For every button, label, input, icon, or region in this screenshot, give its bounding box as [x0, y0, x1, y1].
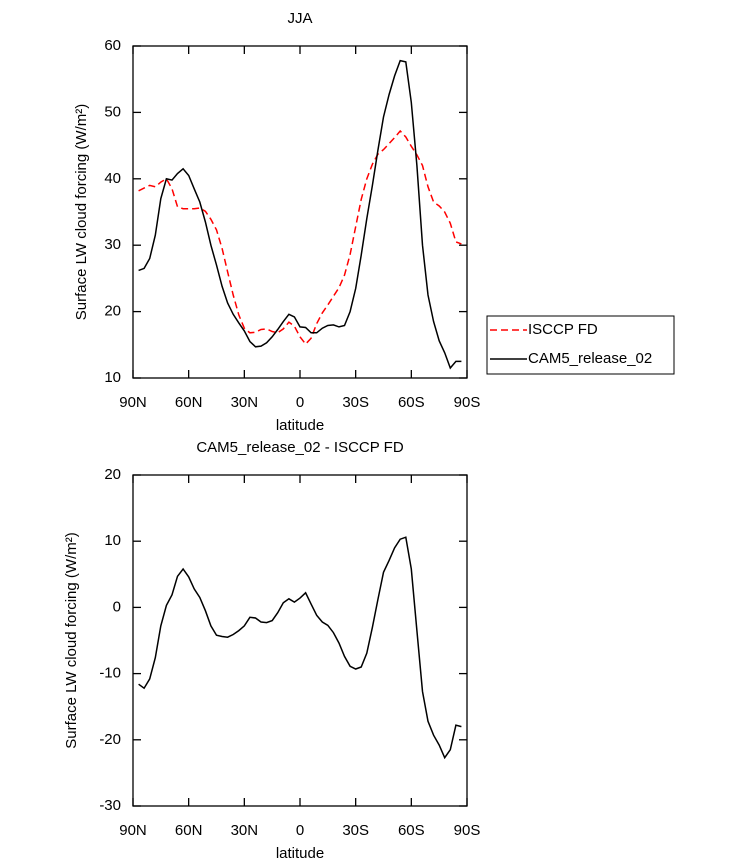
y-tick-label: 10	[104, 369, 121, 386]
data-line	[138, 129, 462, 346]
chart-title: JJA	[287, 10, 312, 27]
y-tick-label: 20	[104, 303, 121, 320]
x-axis-label: latitude	[276, 845, 324, 862]
x-tick-label: 60S	[398, 822, 425, 839]
x-tick-label: 90S	[454, 822, 481, 839]
y-tick-label: -20	[99, 731, 121, 748]
x-tick-label: 90N	[119, 822, 147, 839]
data-line	[138, 536, 462, 760]
plot-frame	[132, 474, 468, 807]
y-tick-label: 40	[104, 170, 121, 187]
y-axis-label: Surface LW cloud forcing (W/m²)	[63, 532, 80, 748]
y-axis-label: Surface LW cloud forcing (W/m²)	[73, 104, 90, 320]
x-tick-label: 0	[296, 394, 304, 411]
y-tick-label: -30	[99, 797, 121, 814]
data-line	[138, 59, 462, 370]
x-tick-label: 0	[296, 822, 304, 839]
x-axis-label: latitude	[276, 417, 324, 434]
legend-label: ISCCP FD	[528, 321, 598, 338]
x-tick-label: 30N	[231, 822, 259, 839]
legend-label: CAM5_release_02	[528, 350, 652, 367]
x-tick-label: 30S	[342, 394, 369, 411]
y-tick-label: 60	[104, 37, 121, 54]
y-tick-label: 50	[104, 103, 121, 120]
x-tick-label: 60N	[175, 822, 203, 839]
x-tick-label: 90S	[454, 394, 481, 411]
y-tick-label: 0	[113, 598, 121, 615]
x-tick-label: 60S	[398, 394, 425, 411]
plot-frame	[132, 45, 468, 379]
chart-title: CAM5_release_02 - ISCCP FD	[196, 439, 403, 456]
x-tick-label: 30N	[231, 394, 259, 411]
y-tick-label: 20	[104, 466, 121, 483]
x-tick-label: 30S	[342, 822, 369, 839]
legend-box	[486, 315, 675, 375]
y-tick-label: 10	[104, 532, 121, 549]
x-tick-label: 90N	[119, 394, 147, 411]
x-tick-label: 60N	[175, 394, 203, 411]
y-tick-label: 30	[104, 236, 121, 253]
y-tick-label: -10	[99, 665, 121, 682]
